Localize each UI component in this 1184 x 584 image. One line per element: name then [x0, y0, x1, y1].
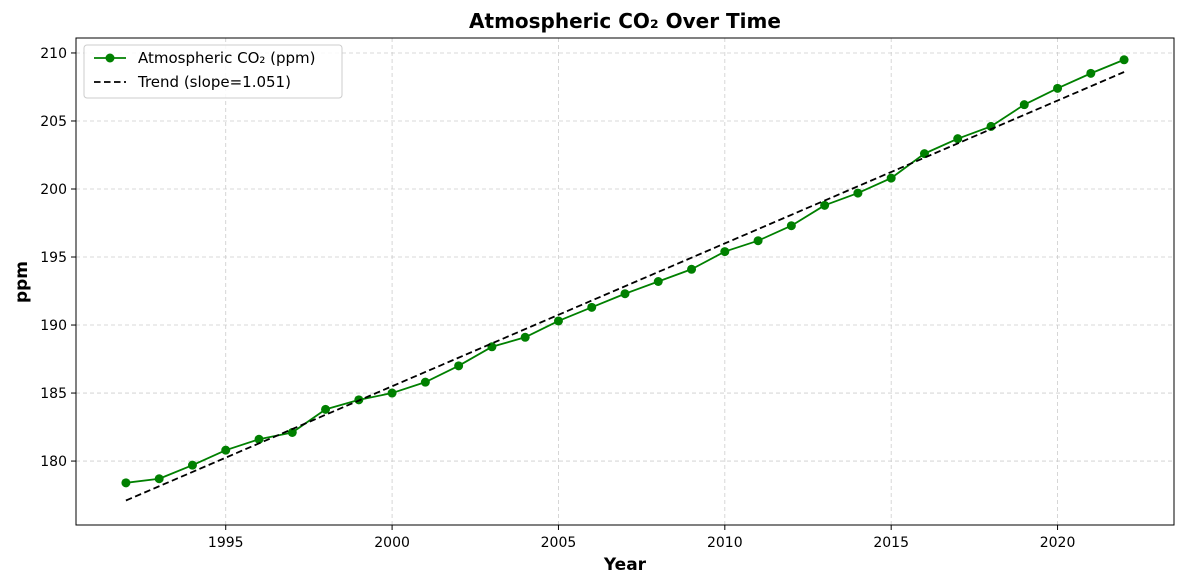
- co2-data-point: [487, 342, 497, 352]
- x-tick-label: 2005: [541, 535, 577, 551]
- co2-data-point: [786, 221, 796, 231]
- legend-label: Atmospheric CO₂ (ppm): [138, 49, 316, 67]
- co2-data-point: [454, 361, 464, 371]
- co2-data-point: [1053, 83, 1063, 93]
- trend-line: [125, 71, 1125, 502]
- chart-title: Atmospheric CO₂ Over Time: [469, 9, 781, 33]
- x-tick-label: 2020: [1040, 535, 1076, 551]
- co2-data-point: [121, 478, 131, 488]
- legend-label: Trend (slope=1.051): [137, 73, 291, 91]
- co2-data-point: [221, 445, 231, 455]
- legend-item: Atmospheric CO₂ (ppm): [94, 49, 316, 67]
- legend-item: Trend (slope=1.051): [94, 73, 291, 91]
- legend-box: [83, 44, 343, 99]
- co2-data-point: [520, 332, 530, 342]
- series-layer: [121, 55, 1129, 502]
- co2-data-point: [720, 247, 730, 257]
- tick-layer: 1995 2000 2005 2010 2015 2020 180 185 190 195 200 2…: [40, 46, 1075, 551]
- co2-data-point: [1086, 68, 1096, 78]
- co2-data-point: [154, 474, 164, 484]
- legend: Atmospheric CO₂ (ppm) Trend (slope=1.051): [83, 44, 343, 99]
- plot-frame: [75, 37, 1175, 526]
- y-tick-label: 200: [40, 182, 67, 198]
- y-tick-label: 190: [40, 318, 67, 334]
- co2-data-point: [254, 434, 264, 444]
- co2-data-point: [420, 377, 430, 387]
- y-tick-label: 180: [40, 454, 67, 470]
- y-axis-label: ppm: [12, 261, 32, 303]
- x-tick-label: 2010: [707, 535, 743, 551]
- co2-data-point: [853, 188, 863, 198]
- co2-data-point: [820, 200, 830, 210]
- co2-data-point: [553, 316, 563, 326]
- co2-series-line: [125, 58, 1125, 484]
- co2-data-point: [753, 236, 763, 246]
- y-tick-label: 205: [40, 114, 67, 130]
- x-tick-label: 1995: [208, 535, 244, 551]
- co2-data-point: [387, 388, 397, 398]
- co2-data-point: [1019, 100, 1029, 110]
- co2-data-point: [886, 173, 896, 183]
- x-axis-label: Year: [603, 555, 647, 575]
- co2-data-point: [1119, 55, 1129, 65]
- co2-data-point: [287, 427, 297, 437]
- y-tick-label: 195: [40, 250, 67, 266]
- y-tick-label: 185: [40, 386, 67, 402]
- co2-data-point: [953, 134, 963, 144]
- co2-data-point: [687, 264, 697, 274]
- co2-data-point: [620, 289, 630, 299]
- co2-data-point: [653, 277, 663, 286]
- co2-data-point: [187, 460, 197, 470]
- co2-data-point: [587, 302, 597, 312]
- x-tick-label: 2000: [374, 535, 410, 551]
- legend-marker: [105, 53, 115, 63]
- x-tick-label: 2015: [873, 535, 909, 551]
- y-tick-label: 210: [40, 46, 67, 62]
- co2-data-point: [321, 404, 331, 414]
